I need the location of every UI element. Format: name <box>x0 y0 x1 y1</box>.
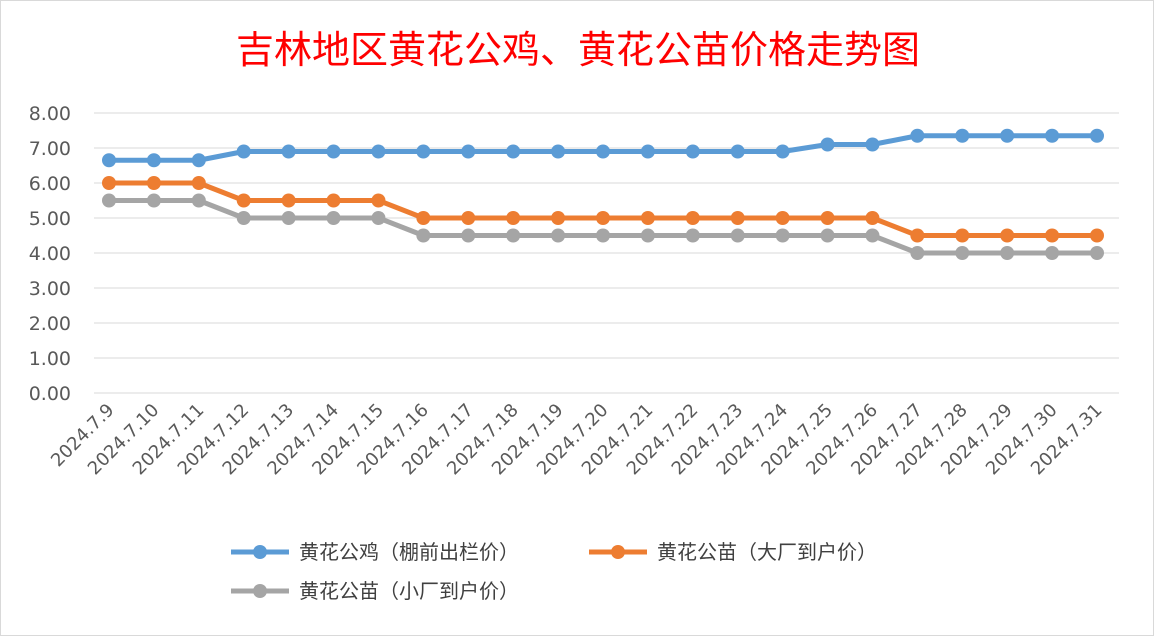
data-point <box>910 246 925 260</box>
data-point <box>551 144 566 159</box>
data-point <box>685 211 700 225</box>
y-tick-label: 2.00 <box>29 313 71 335</box>
y-tick-label: 7.00 <box>29 138 71 160</box>
data-point <box>730 228 745 243</box>
legend-item: 黄花公苗（大厂到户价） <box>589 540 877 564</box>
data-point <box>461 228 476 243</box>
data-point <box>775 211 790 225</box>
data-point <box>416 144 431 159</box>
data-point <box>820 137 835 152</box>
legend-item: 黄花公苗（小厂到户价） <box>231 579 519 603</box>
data-point <box>281 211 296 225</box>
series-line <box>109 180 1097 238</box>
data-point <box>236 211 251 225</box>
legend-label: 黄花公鸡（棚前出栏价） <box>299 540 519 564</box>
data-point <box>416 228 431 243</box>
data-point <box>371 211 386 225</box>
y-tick-label: 8.00 <box>29 103 71 125</box>
series-1 <box>102 128 1104 168</box>
series-lines <box>102 128 1104 260</box>
data-point <box>955 228 970 243</box>
data-point <box>461 211 476 225</box>
data-point <box>281 144 296 159</box>
data-point <box>236 193 251 208</box>
data-point <box>371 144 386 159</box>
data-point <box>820 228 835 243</box>
legend-label: 黄花公苗（小厂到户价） <box>299 579 519 603</box>
data-point <box>865 228 880 243</box>
data-point <box>910 128 925 143</box>
data-point <box>1090 228 1104 243</box>
data-point <box>236 144 251 159</box>
y-tick-label: 0.00 <box>29 383 71 405</box>
legend-item: 黄花公鸡（棚前出栏价） <box>231 540 519 564</box>
data-point <box>146 176 161 190</box>
data-point <box>820 211 835 225</box>
data-point <box>775 144 790 159</box>
data-point <box>596 144 610 159</box>
data-point <box>326 144 341 159</box>
legend-swatch-marker <box>253 545 267 559</box>
y-tick-label: 1.00 <box>29 348 71 370</box>
data-point <box>1045 246 1060 260</box>
data-point <box>416 211 431 225</box>
data-point <box>1000 228 1015 243</box>
legend: 黄花公鸡（棚前出栏价） 黄花公苗（大厂到户价） 黄花公苗（小厂到户价） <box>231 540 877 603</box>
data-point <box>102 193 116 208</box>
data-point <box>1045 128 1060 143</box>
data-point <box>910 228 925 243</box>
data-point <box>146 193 161 208</box>
data-point <box>326 211 341 225</box>
data-point <box>685 228 700 243</box>
y-tick-label: 5.00 <box>29 208 71 230</box>
y-tick-label: 6.00 <box>29 173 71 195</box>
data-point <box>1045 228 1060 243</box>
data-point <box>596 211 610 225</box>
legend-swatch-marker <box>253 584 267 598</box>
data-point <box>730 211 745 225</box>
data-point <box>1000 128 1015 143</box>
data-point <box>191 193 206 208</box>
data-point <box>506 144 521 159</box>
data-point <box>775 228 790 243</box>
y-axis-ticks: 0.00 1.00 2.00 3.00 4.00 5.00 6.00 7.00 8.00 <box>29 103 71 405</box>
y-tick-label: 3.00 <box>29 278 71 300</box>
data-point <box>865 137 880 152</box>
data-point <box>865 211 880 225</box>
data-point <box>191 153 206 168</box>
data-point <box>640 228 655 243</box>
data-point <box>371 193 386 208</box>
data-point <box>326 193 341 208</box>
data-point <box>1090 246 1104 260</box>
data-point <box>730 144 745 159</box>
data-point <box>1090 128 1104 143</box>
data-point <box>281 193 296 208</box>
data-point <box>596 228 610 243</box>
data-point <box>955 128 970 143</box>
y-tick-label: 4.00 <box>29 243 71 265</box>
data-point <box>551 211 566 225</box>
series-3 <box>102 193 1104 260</box>
data-point <box>146 153 161 168</box>
data-point <box>955 246 970 260</box>
chart-title: 吉林地区黄花公鸡、黄花公苗价格走势图 <box>236 28 920 72</box>
data-point <box>191 176 206 190</box>
data-point <box>506 211 521 225</box>
legend-swatch-marker <box>611 545 625 559</box>
data-point <box>1000 246 1015 260</box>
data-point <box>461 144 476 159</box>
data-point <box>102 176 116 190</box>
x-axis-ticks: 2024.7.92024.7.102024.7.112024.7.122024.… <box>47 400 1107 480</box>
data-point <box>640 144 655 159</box>
data-point <box>102 153 116 168</box>
series-line <box>109 198 1097 256</box>
data-point <box>506 228 521 243</box>
data-point <box>685 144 700 159</box>
data-point <box>640 211 655 225</box>
data-point <box>551 228 566 243</box>
series-2 <box>102 176 1104 243</box>
legend-label: 黄花公苗（大厂到户价） <box>657 540 877 564</box>
